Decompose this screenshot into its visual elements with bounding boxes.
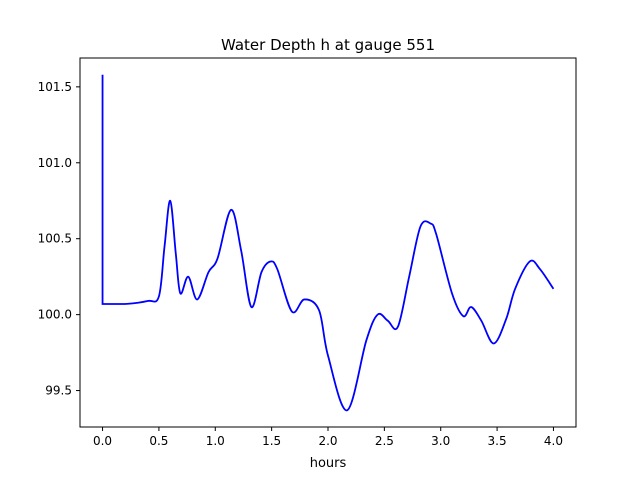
x-tick-label: 4.0 [544,434,563,448]
x-tick-label: 1.5 [262,434,281,448]
x-axis: 0.0 0.5 1.0 1.5 2.0 2.5 3.0 3.5 4.0 [93,427,563,448]
series-line-h [101,74,555,412]
x-tick-label: 2.5 [375,434,394,448]
y-tick-label: 100.5 [38,232,72,246]
x-tick-label: 3.0 [431,434,450,448]
x-tick-label: 0.0 [93,434,112,448]
x-axis-label: hours [310,456,347,471]
x-tick-label: 0.5 [149,434,168,448]
x-tick-label: 1.0 [206,434,225,448]
plot-area [101,74,555,412]
y-tick-label: 101.5 [38,80,72,94]
y-tick-label: 100.0 [38,308,72,322]
x-tick-label: 2.0 [318,434,337,448]
axes-frame [79,57,577,428]
x-tick-label: 3.5 [488,434,507,448]
y-tick-label: 101.0 [38,156,72,170]
y-tick-label: 99.5 [45,384,72,398]
chart-title: Water Depth h at gauge 551 [221,36,435,54]
y-axis: 99.5 100.0 100.5 101.0 101.5 [38,80,80,398]
